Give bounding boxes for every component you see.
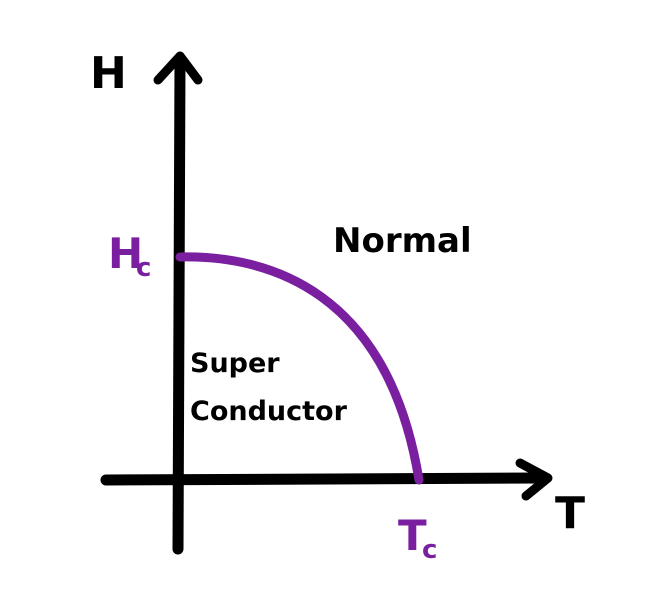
critical-temperature-symbol: T: [398, 511, 427, 560]
h-axis: [153, 51, 203, 555]
critical-field-curve: [175, 252, 424, 485]
t-axis-line: [100, 472, 548, 486]
normal-region-label: Normal: [333, 221, 472, 261]
critical-temperature-label: T c: [398, 511, 437, 565]
t-axis: [100, 458, 553, 501]
critical-field-label: H c: [108, 229, 151, 283]
critical-field-symbol: H: [108, 229, 143, 278]
h-axis-line: [172, 56, 186, 555]
h-axis-label: H: [90, 48, 127, 99]
critical-field-subscript: c: [136, 253, 151, 283]
h-axis-arrowhead: [153, 51, 203, 85]
t-axis-arrowhead: [515, 458, 553, 501]
critical-temperature-subscript: c: [422, 535, 437, 565]
superconductor-label-line1: Super: [190, 348, 280, 379]
t-axis-label: T: [555, 488, 585, 539]
superconductor-label-line2: Conductor: [190, 396, 348, 427]
